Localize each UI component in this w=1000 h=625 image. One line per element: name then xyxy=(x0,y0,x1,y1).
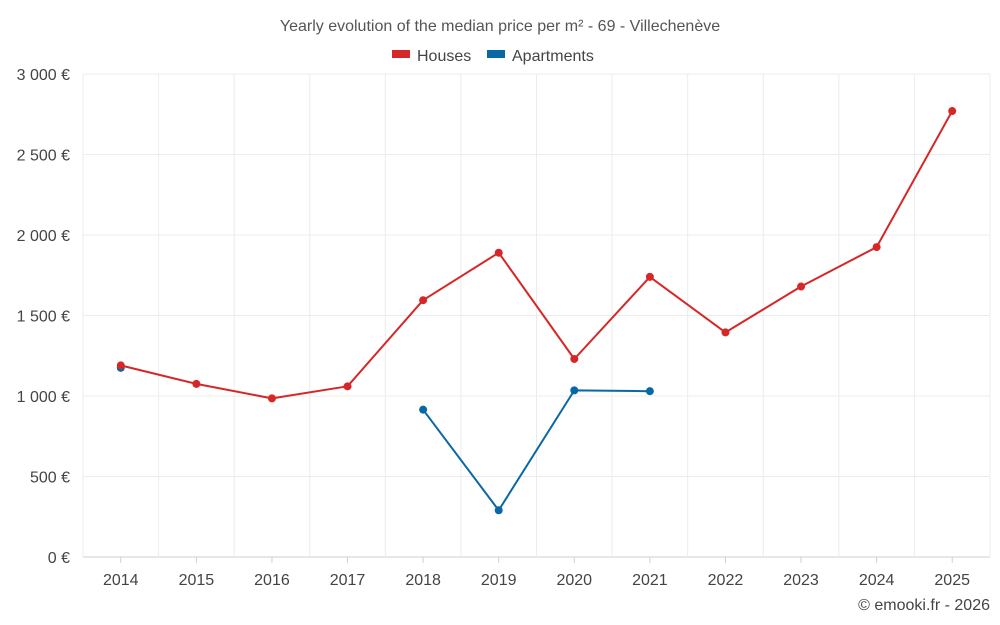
series-layer xyxy=(116,107,957,515)
x-tick-label: 2018 xyxy=(405,572,441,589)
data-point[interactable] xyxy=(645,272,654,281)
y-axis: 0 € 500 € 1 000 € 1 500 € 2 000 € 2 500 € 3 00… xyxy=(17,67,70,567)
x-tick-label: 2023 xyxy=(783,572,819,589)
data-point[interactable] xyxy=(267,394,276,403)
x-tick-label: 2025 xyxy=(934,572,970,589)
y-tick-label: 2 000 € xyxy=(17,228,70,245)
x-tick-label: 2024 xyxy=(859,572,895,589)
y-tick-label: 1 500 € xyxy=(17,309,70,326)
legend: Houses Apartments xyxy=(392,48,594,65)
y-tick-label: 500 € xyxy=(30,470,70,487)
data-point[interactable] xyxy=(721,328,730,337)
grid xyxy=(82,73,991,558)
data-point[interactable] xyxy=(948,107,957,116)
data-point[interactable] xyxy=(343,382,352,391)
x-tick-label: 2015 xyxy=(179,572,215,589)
y-tick-label: 3 000 € xyxy=(17,67,70,84)
legend-swatch xyxy=(392,50,410,58)
data-point[interactable] xyxy=(419,296,428,305)
series-line xyxy=(422,389,650,512)
data-point[interactable] xyxy=(570,386,579,395)
copyright-footer: © emooki.fr - 2026 xyxy=(858,597,990,614)
x-tick-label: 2017 xyxy=(330,572,366,589)
series-houses xyxy=(116,107,957,403)
data-point[interactable] xyxy=(494,248,503,257)
data-point[interactable] xyxy=(192,379,201,388)
series-line xyxy=(120,110,954,400)
x-tick-label: 2020 xyxy=(556,572,592,589)
data-point[interactable] xyxy=(419,405,428,414)
x-tick-label: 2014 xyxy=(103,572,139,589)
x-axis: 2014 2015 2016 2017 2018 2019 2020 2021 2022 2023… xyxy=(103,557,970,589)
y-tick-label: 0 € xyxy=(48,550,70,567)
data-point[interactable] xyxy=(570,354,579,363)
x-tick-label: 2022 xyxy=(708,572,744,589)
data-point[interactable] xyxy=(116,361,125,370)
data-point[interactable] xyxy=(872,243,881,252)
y-tick-label: 2 500 € xyxy=(17,148,70,165)
data-point[interactable] xyxy=(797,282,806,291)
data-point[interactable] xyxy=(494,506,503,515)
legend-label[interactable]: Apartments xyxy=(512,48,594,65)
x-tick-label: 2016 xyxy=(254,572,290,589)
x-tick-label: 2021 xyxy=(632,572,668,589)
chart-title: Yearly evolution of the median price per… xyxy=(280,18,720,35)
legend-swatch xyxy=(487,50,505,58)
y-tick-label: 1 000 € xyxy=(17,389,70,406)
x-tick-label: 2019 xyxy=(481,572,517,589)
legend-label[interactable]: Houses xyxy=(417,48,471,65)
data-point[interactable] xyxy=(645,387,654,396)
